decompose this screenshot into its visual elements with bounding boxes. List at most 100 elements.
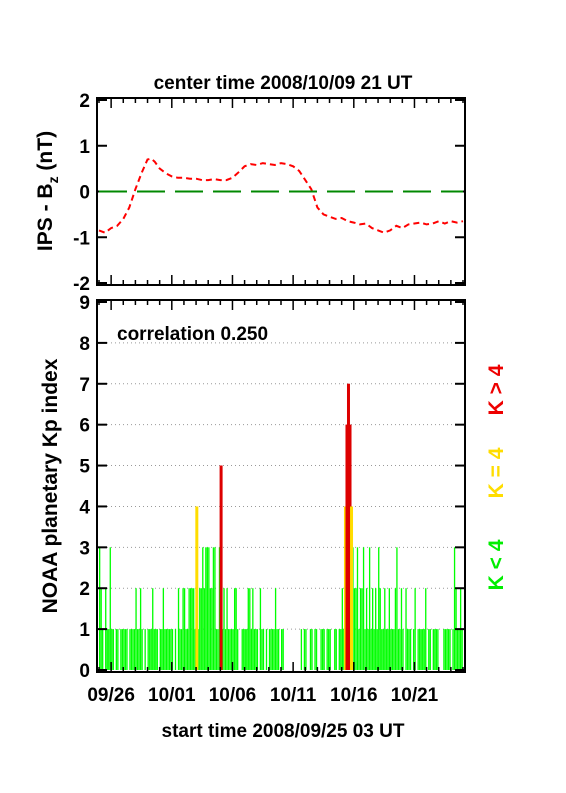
- kp-bar: [211, 588, 213, 670]
- kp-bar: [111, 629, 113, 670]
- kp-bar: [249, 588, 251, 670]
- kp-bar: [394, 588, 397, 670]
- kp-bar: [161, 629, 163, 670]
- kp-bar: [300, 629, 303, 670]
- bottom-x-ticks: 09/26 10/01 10/06 10/11 10/16 10/21: [87, 300, 464, 706]
- kp-bar: [446, 629, 448, 670]
- kp-bar: [139, 588, 142, 670]
- bottom-y-tick-label: 0: [79, 661, 90, 682]
- kp-bar: [402, 629, 404, 670]
- kp-bar: [208, 547, 210, 670]
- top-y-tick-label: 0: [79, 183, 90, 204]
- kp-bar: [452, 629, 454, 670]
- kp-bar: [315, 629, 318, 670]
- kp-bar: [230, 629, 233, 670]
- kp-bar: [320, 629, 322, 670]
- kp-bar: [309, 629, 312, 670]
- kp-bar: [164, 629, 166, 670]
- top-y-tick-label: 2: [79, 91, 90, 112]
- bottom-y-ticks: 0 1 2 3 4 5 6 7 8 9: [79, 293, 465, 682]
- kp-bar: [397, 629, 400, 670]
- kp-bar: [162, 588, 165, 670]
- kp-bar: [200, 588, 202, 670]
- kp-bar: [253, 629, 256, 670]
- kp-bar: [218, 547, 221, 670]
- kp-bar: [262, 629, 265, 670]
- bottom-x-tick-label: 10/21: [391, 685, 439, 706]
- kp-bar: [303, 629, 306, 670]
- bz-series-line: [98, 157, 464, 234]
- kp-bar: [268, 629, 271, 670]
- kp-bar: [241, 629, 243, 670]
- kp-bar: [256, 629, 259, 670]
- kp-bar: [170, 629, 172, 670]
- kp-bar: [153, 629, 155, 670]
- kp-bar: [205, 547, 207, 670]
- kp-bar: [384, 588, 386, 670]
- kp-bar: [115, 629, 117, 670]
- kp-bar: [217, 629, 219, 670]
- kp-bar: [255, 629, 257, 670]
- kp-bar: [215, 629, 218, 670]
- kp-bar: [179, 629, 181, 670]
- kp-bar: [252, 588, 254, 670]
- kp-bar: [223, 588, 225, 670]
- kp-bar: [362, 547, 365, 670]
- kp-bar: [126, 629, 128, 670]
- kp-bar: [385, 629, 387, 670]
- bottom-y-tick-label: 5: [79, 457, 90, 478]
- kp-bar: [102, 629, 104, 670]
- kp-bar: [391, 629, 394, 670]
- kp-bar: [133, 629, 136, 670]
- kp-bar: [419, 629, 421, 670]
- kp-bar: [202, 547, 204, 670]
- kp-bar: [182, 588, 184, 670]
- kp-bar: [328, 629, 330, 670]
- kp-bar: [109, 547, 111, 670]
- kp-bar: [432, 629, 434, 670]
- kp-bar: [425, 588, 427, 670]
- kp-bar: [193, 588, 195, 670]
- kp-bar: [130, 629, 133, 670]
- kp-bar: [281, 629, 283, 670]
- kp-bar: [171, 629, 174, 670]
- top-y-tick-label: 1: [79, 137, 90, 158]
- kp-bar: [372, 588, 374, 670]
- kp-bar: [321, 629, 324, 670]
- bottom-y-axis-label: NOAA planetary Kp index: [39, 358, 62, 613]
- top-series: [98, 157, 464, 234]
- kp-bar: [120, 629, 122, 670]
- kp-bar: [447, 629, 450, 670]
- kp-bar: [365, 588, 368, 670]
- kp-bar: [159, 629, 161, 670]
- kp-bar: [121, 629, 124, 670]
- kp-bar: [375, 588, 377, 670]
- top-y-tick-label: -2: [73, 274, 90, 295]
- top-x-ticks: [98, 98, 464, 285]
- kp-bar: [212, 547, 215, 670]
- kp-bar: [149, 629, 151, 670]
- kp-bar: [271, 629, 274, 670]
- kp-bar: [229, 629, 231, 670]
- top-chart-title: center time 2008/10/09 21 UT: [154, 73, 413, 94]
- bottom-x-tick-label: 09/26: [87, 685, 135, 706]
- kp-bar: [186, 629, 189, 670]
- kp-bar: [206, 547, 208, 670]
- kp-bar: [461, 629, 463, 670]
- kp-bar: [165, 629, 168, 670]
- kp-bar: [274, 588, 277, 670]
- kp-bar: [259, 588, 262, 670]
- kp-bar: [123, 629, 125, 670]
- kp-bar: [396, 547, 398, 670]
- kp-bar: [364, 629, 366, 670]
- kp-bar: [381, 629, 383, 670]
- kp-bar: [167, 629, 169, 670]
- kp-bar: [353, 588, 356, 670]
- kp-bar: [387, 629, 389, 670]
- kp-bar: [199, 588, 201, 670]
- kp-bar: [334, 629, 336, 670]
- kp-bar: [227, 629, 230, 670]
- kp-bar: [434, 629, 436, 670]
- kp-bar: [265, 629, 268, 670]
